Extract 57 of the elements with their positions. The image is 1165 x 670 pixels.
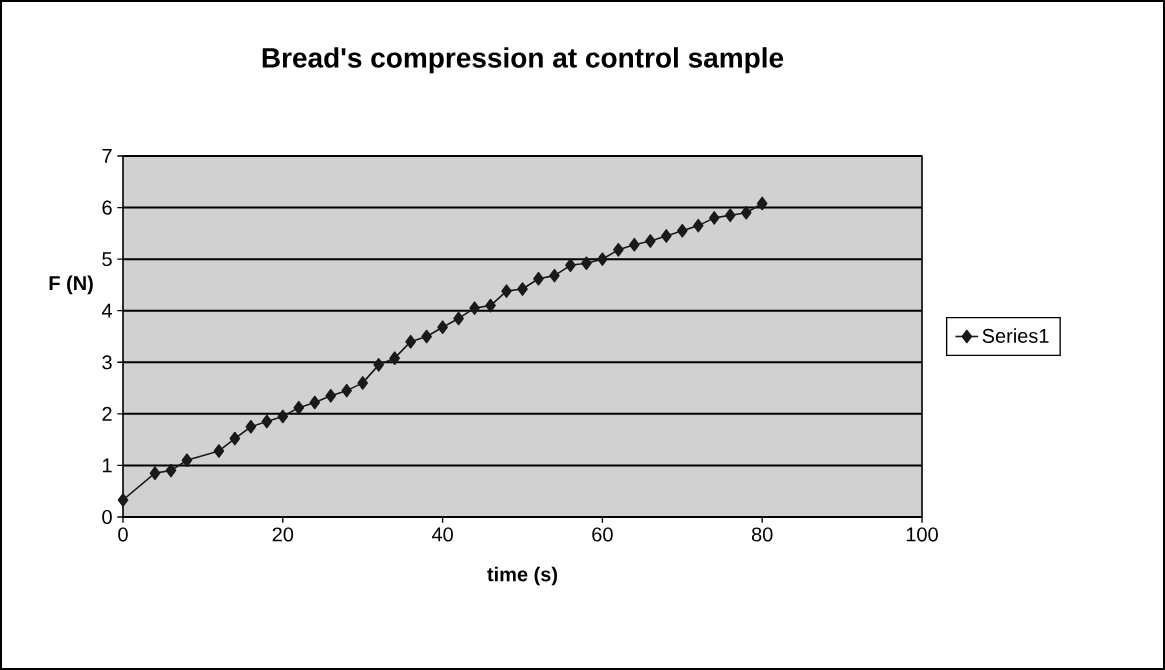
y-tick-label: 4 (101, 303, 113, 318)
y-tick-label: 2 (102, 406, 112, 421)
x-tick-label: 20 (272, 527, 294, 542)
point (293, 400, 305, 415)
point (708, 211, 720, 225)
point (389, 351, 400, 365)
y-tick-label: 7 (102, 149, 112, 163)
point (373, 358, 384, 372)
point (517, 282, 528, 296)
y-tick-label: 1 (103, 458, 112, 473)
x-tick-label: 100 (906, 527, 938, 542)
point (501, 284, 512, 298)
point (325, 389, 337, 403)
legend-label: Series1 (982, 328, 1049, 343)
point (692, 218, 704, 233)
point (485, 298, 496, 313)
point (309, 395, 321, 410)
point (469, 301, 480, 315)
point (597, 252, 608, 266)
point (677, 223, 688, 238)
point (437, 320, 448, 335)
point (117, 493, 129, 507)
point (357, 376, 369, 390)
y-tick-label: 3 (102, 355, 112, 370)
point (421, 329, 432, 344)
point (181, 453, 193, 468)
point (261, 414, 273, 429)
point (453, 311, 464, 326)
point (645, 234, 656, 248)
point (213, 444, 225, 458)
point (533, 271, 544, 286)
point (565, 258, 576, 273)
chart-title: Bread's compression at control sample (262, 47, 784, 74)
x-tick-label: 40 (431, 527, 453, 542)
x-tick-label: 80 (751, 527, 773, 542)
y-tick-label: 0 (102, 509, 112, 525)
point (661, 229, 672, 243)
point (149, 466, 161, 480)
point (405, 334, 416, 349)
y-axis-title: F (N) (49, 275, 93, 295)
y-tick-label: 5 (102, 252, 112, 267)
point (165, 463, 177, 478)
x-axis-title: time (s) (487, 566, 558, 586)
point (756, 196, 768, 211)
x-tick-label: 0 (118, 527, 128, 542)
point (740, 205, 752, 220)
point (613, 243, 624, 257)
point (277, 409, 289, 424)
point (549, 268, 560, 283)
x-tick-label: 60 (592, 527, 613, 542)
point (629, 237, 640, 252)
point (245, 419, 257, 434)
point (724, 208, 736, 223)
point (581, 256, 592, 271)
y-tick-label: 6 (102, 200, 112, 215)
point (229, 431, 241, 446)
point (341, 383, 353, 398)
